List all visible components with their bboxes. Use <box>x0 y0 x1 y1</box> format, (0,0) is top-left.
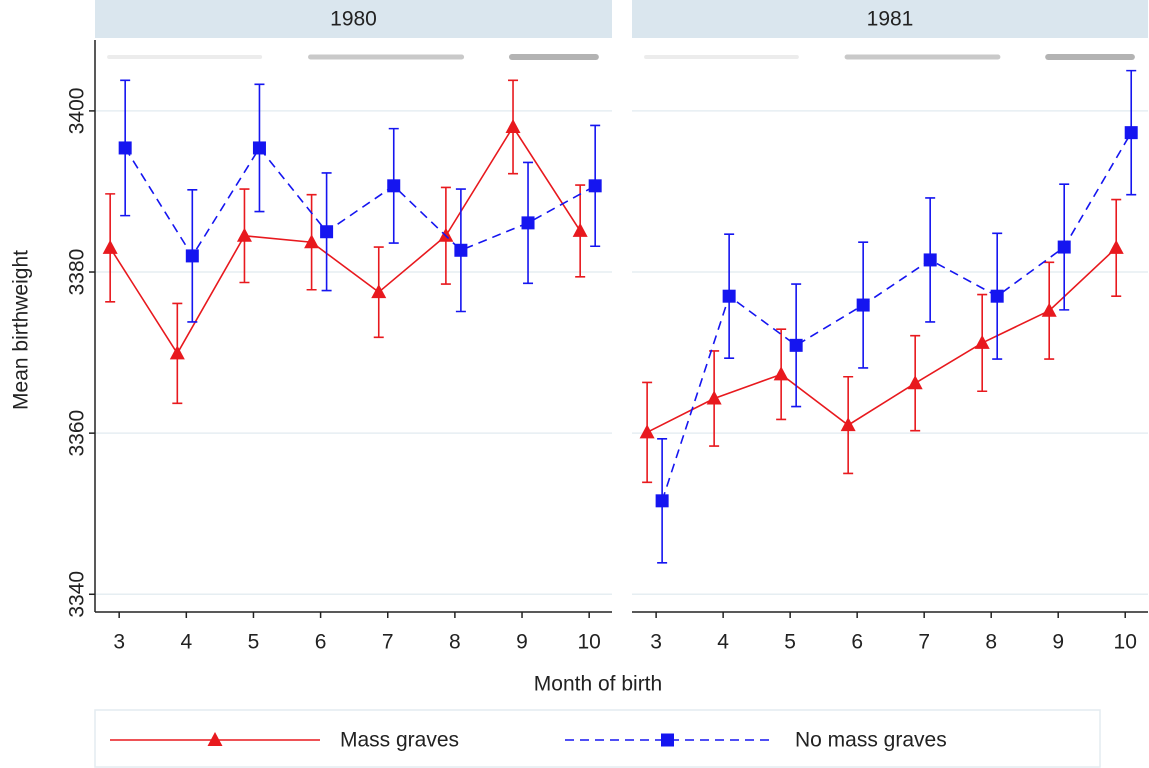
x-tick-label: 8 <box>985 631 997 654</box>
y-tick-label: 3340 <box>66 571 89 618</box>
legend-label: No mass graves <box>795 729 947 752</box>
legend-label: Mass graves <box>340 729 459 752</box>
x-tick-label: 9 <box>1052 631 1064 654</box>
x-tick-label: 4 <box>717 631 729 654</box>
marker <box>773 366 789 381</box>
panel-header <box>95 0 612 38</box>
x-tick-label: 7 <box>382 631 394 654</box>
x-tick-label: 10 <box>577 631 600 654</box>
series-line <box>646 247 1117 434</box>
marker <box>840 417 856 432</box>
x-tick-label: 5 <box>248 631 260 654</box>
marker <box>1041 302 1057 317</box>
y-tick-label: 3360 <box>66 410 89 457</box>
x-axis-label: Month of birth <box>534 673 662 696</box>
y-tick-label: 3380 <box>66 249 89 296</box>
x-tick-label: 3 <box>113 631 125 654</box>
series-line <box>109 125 581 355</box>
marker <box>102 239 118 254</box>
marker <box>207 732 223 746</box>
panel-title: 1980 <box>330 8 377 31</box>
marker <box>118 141 132 155</box>
marker <box>789 338 803 352</box>
marker <box>655 494 669 508</box>
marker <box>990 289 1004 303</box>
marker <box>907 375 923 390</box>
marker <box>236 227 252 242</box>
panel-title: 1981 <box>867 8 914 31</box>
marker <box>454 243 468 257</box>
marker <box>185 249 199 263</box>
marker <box>371 284 387 299</box>
marker <box>1108 239 1124 254</box>
marker <box>588 179 602 193</box>
x-tick-label: 10 <box>1114 631 1137 654</box>
marker <box>572 222 588 237</box>
legend-box <box>94 709 1101 768</box>
x-tick-label: 9 <box>516 631 528 654</box>
marker <box>856 298 870 312</box>
marker <box>974 334 990 349</box>
marker <box>722 289 736 303</box>
marker <box>252 141 266 155</box>
y-axis-label: Mean birthweight <box>10 250 33 410</box>
y-tick-label: 3400 <box>66 88 89 135</box>
marker <box>387 179 401 193</box>
marker <box>706 390 722 405</box>
marker <box>1057 240 1071 254</box>
marker <box>169 345 185 360</box>
marker <box>521 216 535 230</box>
marker <box>1124 126 1138 140</box>
x-tick-label: 4 <box>180 631 192 654</box>
marker <box>505 119 521 134</box>
marker <box>923 253 937 267</box>
series-line <box>124 146 596 258</box>
marker <box>320 225 334 239</box>
panel-header <box>632 0 1148 38</box>
x-tick-label: 6 <box>315 631 327 654</box>
marker <box>304 234 320 249</box>
marker <box>661 733 674 747</box>
x-tick-label: 5 <box>784 631 796 654</box>
marker <box>639 424 655 439</box>
x-tick-label: 8 <box>449 631 461 654</box>
x-tick-label: 6 <box>851 631 863 654</box>
x-tick-label: 3 <box>650 631 662 654</box>
x-tick-label: 7 <box>918 631 930 654</box>
series-line <box>661 132 1132 502</box>
